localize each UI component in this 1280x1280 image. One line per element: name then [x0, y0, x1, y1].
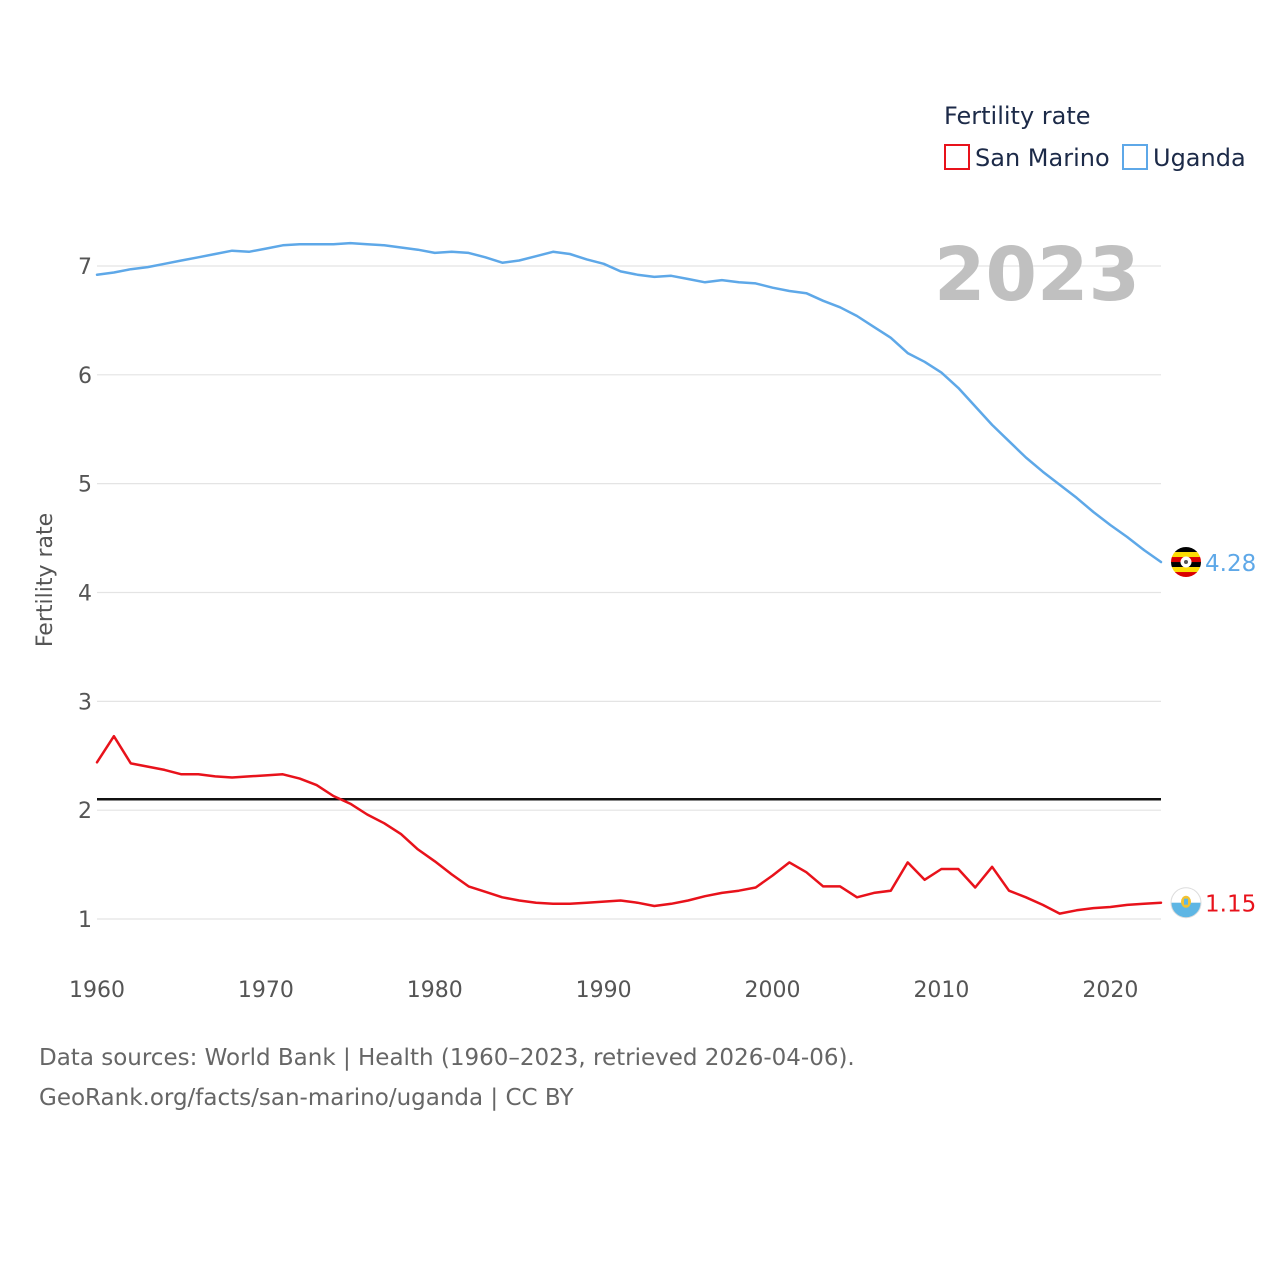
x-tick-label: 1980: [407, 978, 463, 1003]
footer-url: GeoRank.org/facts/san-marino/uganda | CC…: [39, 1085, 574, 1111]
x-tick-label: 2000: [745, 978, 801, 1003]
y-axis-ticks: 1 2 3 4 5 6 7: [78, 255, 92, 933]
fertility-chart: 1 2 3 4 5 6 7 1960 1970 1980 1990 2000 2010 2020 Fer…: [33, 102, 1256, 1003]
legend-label-san-marino: San Marino: [975, 144, 1110, 172]
series-line-uganda: [95, 241, 1163, 564]
legend-item-uganda[interactable]: Uganda: [1122, 144, 1246, 172]
x-tick-label: 2020: [1082, 978, 1138, 1003]
y-tick-label: 4: [78, 582, 92, 607]
footer-sources: Data sources: World Bank | Health (1960–…: [39, 1045, 855, 1071]
y-tick-label: 6: [78, 364, 92, 389]
end-value-label-uganda: 4.28: [1205, 551, 1256, 577]
y-tick-label: 1: [78, 908, 92, 933]
legend-item-san-marino[interactable]: San Marino: [944, 144, 1110, 172]
x-axis-ticks: 1960 1970 1980 1990 2000 2010 2020: [69, 978, 1138, 1003]
series-endpoints: 1.15 4.28: [1170, 547, 1256, 919]
legend-swatch-uganda: [1122, 144, 1148, 170]
legend-label-uganda: Uganda: [1153, 144, 1246, 172]
series-line-san-marino: [95, 734, 1163, 915]
san-marino-flag-icon: [1170, 887, 1202, 919]
legend-swatch-san-marino: [944, 144, 970, 170]
current-year-label: 2023: [934, 232, 1140, 318]
x-tick-label: 1960: [69, 978, 125, 1003]
legend-title: Fertility rate: [944, 102, 1091, 130]
x-tick-label: 1990: [576, 978, 632, 1003]
y-tick-label: 7: [78, 255, 92, 280]
y-axis-title: Fertility rate: [33, 513, 58, 647]
x-tick-label: 1970: [238, 978, 294, 1003]
y-tick-label: 3: [78, 690, 92, 715]
gridlines: [97, 265, 1161, 920]
end-value-label-san-marino: 1.15: [1205, 892, 1256, 918]
x-tick-label: 2010: [913, 978, 969, 1003]
legend: Fertility rate San Marino Uganda: [944, 102, 1246, 172]
y-tick-label: 2: [78, 799, 92, 824]
uganda-flag-icon: [1171, 547, 1201, 578]
y-tick-label: 5: [78, 473, 92, 498]
series-lines: [95, 241, 1163, 915]
